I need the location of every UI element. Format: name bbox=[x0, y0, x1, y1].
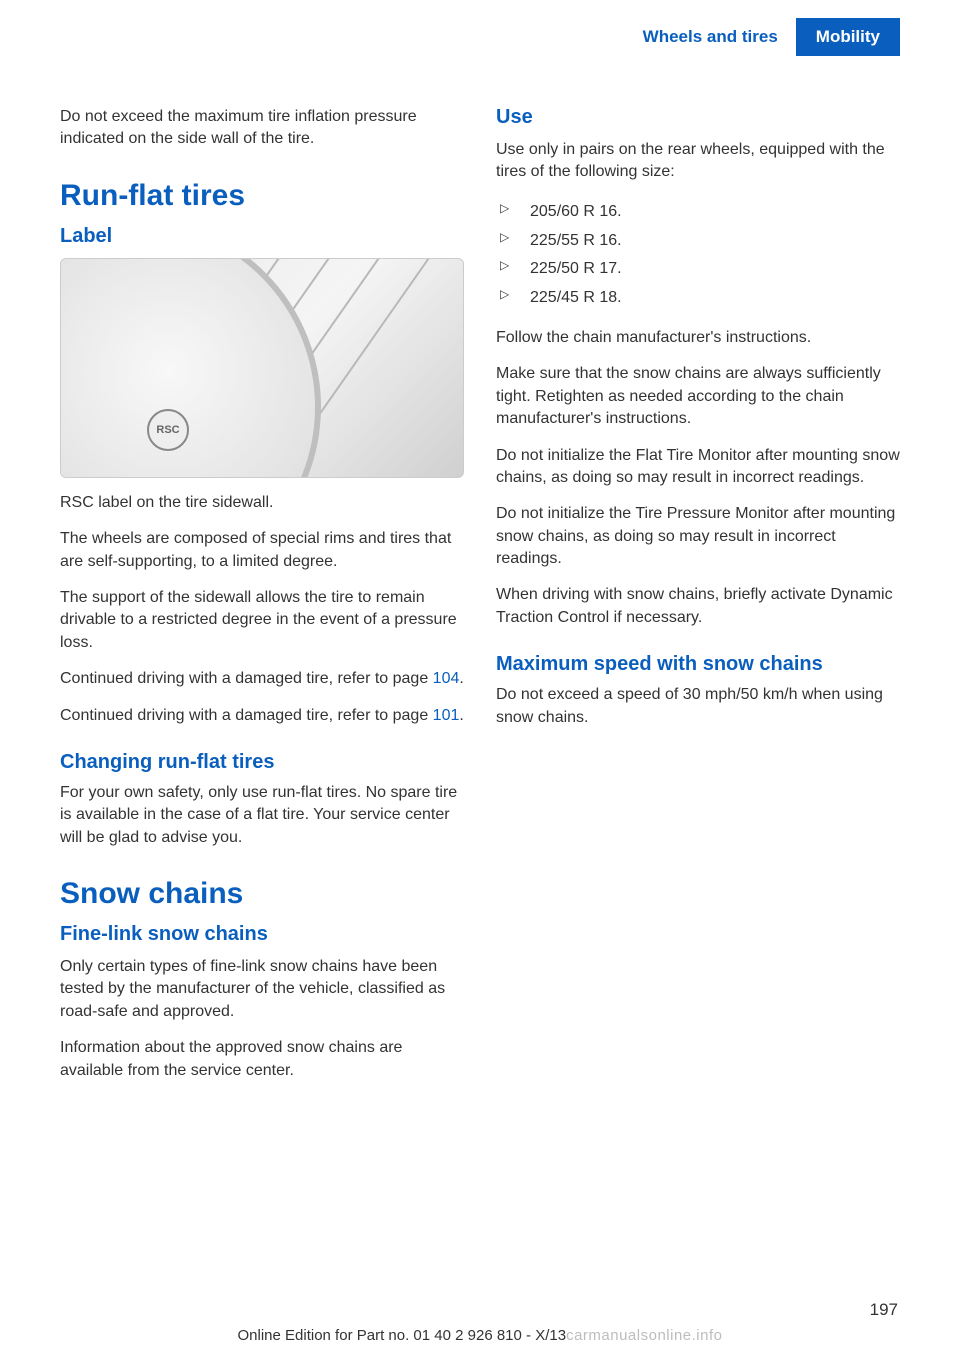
header-breadcrumb: Wheels and tires Mobility bbox=[0, 0, 960, 56]
heading-finelink: Fine-link snow chains bbox=[60, 923, 464, 946]
para-ftm: Do not initialize the Flat Tire Monitor … bbox=[496, 445, 900, 490]
list-item: 225/50 R 17. bbox=[496, 255, 900, 284]
breadcrumb-section: Mobility bbox=[796, 18, 900, 56]
tire-size-list: 205/60 R 16. 225/55 R 16. 225/50 R 17. 2… bbox=[496, 198, 900, 313]
tire-sidewall-illustration: RSC bbox=[60, 258, 464, 478]
heading-max-speed: Maximum speed with snow chains bbox=[496, 653, 900, 676]
para-rsc-caption: RSC label on the tire sidewall. bbox=[60, 492, 464, 514]
para-cont2-text: Continued driving with a damaged tire, r… bbox=[60, 707, 433, 724]
para-finelink-1: Only certain types of fine-link snow cha… bbox=[60, 956, 464, 1023]
content-area: Do not exceed the maximum tire inflation… bbox=[0, 56, 960, 1096]
para-support: The support of the sidewall allows the t… bbox=[60, 587, 464, 654]
footer-watermark: carmanualsonline.info bbox=[566, 1327, 722, 1344]
para-max-speed: Do not exceed a speed of 30 mph/50 km/h … bbox=[496, 684, 900, 729]
page-number: 197 bbox=[870, 1300, 898, 1320]
heading-label: Label bbox=[60, 225, 464, 248]
heading-snow-chains: Snow chains bbox=[60, 877, 464, 911]
heading-runflat: Run-flat tires bbox=[60, 179, 464, 213]
para-intro: Do not exceed the maximum tire inflation… bbox=[60, 106, 464, 151]
para-follow: Follow the chain manufacturer's instruct… bbox=[496, 327, 900, 349]
para-tpm: Do not initialize the Tire Pressure Moni… bbox=[496, 503, 900, 570]
para-changing: For your own safety, only use run-flat t… bbox=[60, 782, 464, 849]
para-continued-1: Continued driving with a damaged tire, r… bbox=[60, 668, 464, 690]
para-cont1-text: Continued driving with a damaged tire, r… bbox=[60, 670, 433, 687]
para-dtc: When driving with snow chains, briefly a… bbox=[496, 584, 900, 629]
left-column: Do not exceed the maximum tire inflation… bbox=[60, 106, 464, 1096]
para-finelink-2: Information about the approved snow chai… bbox=[60, 1037, 464, 1082]
para-use-intro: Use only in pairs on the rear wheels, eq… bbox=[496, 139, 900, 184]
page-link-104[interactable]: 104 bbox=[433, 670, 460, 687]
page-link-101[interactable]: 101 bbox=[433, 707, 460, 724]
heading-changing-runflat: Changing run-flat tires bbox=[60, 751, 464, 774]
list-item: 225/45 R 18. bbox=[496, 284, 900, 313]
rsc-badge-icon: RSC bbox=[147, 409, 189, 451]
list-item: 205/60 R 16. bbox=[496, 198, 900, 227]
footer-edition: Online Edition for Part no. 01 40 2 926 … bbox=[238, 1327, 567, 1344]
para-wheels: The wheels are composed of special rims … bbox=[60, 528, 464, 573]
para-continued-2: Continued driving with a damaged tire, r… bbox=[60, 705, 464, 727]
para-tight: Make sure that the snow chains are alway… bbox=[496, 363, 900, 430]
para-cont2-end: . bbox=[459, 707, 463, 724]
para-cont1-end: . bbox=[459, 670, 463, 687]
list-item: 225/55 R 16. bbox=[496, 227, 900, 256]
right-column: Use Use only in pairs on the rear wheels… bbox=[496, 106, 900, 1096]
heading-use: Use bbox=[496, 106, 900, 129]
breadcrumb-chapter: Wheels and tires bbox=[625, 18, 796, 56]
footer-line: Online Edition for Part no. 01 40 2 926 … bbox=[0, 1327, 960, 1344]
